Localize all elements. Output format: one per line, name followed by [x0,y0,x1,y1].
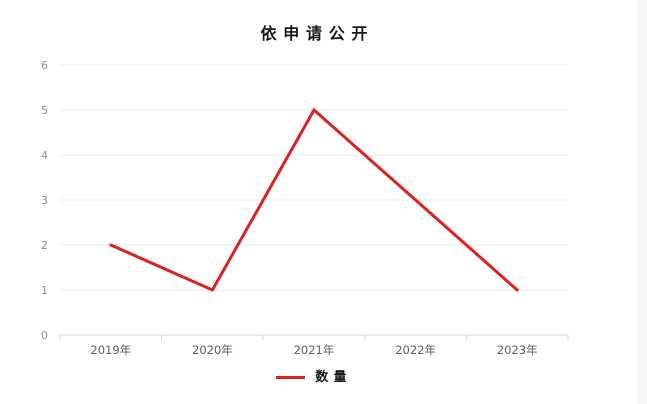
svg-text:3: 3 [41,194,48,207]
y-axis-labels: 0 1 2 3 4 5 6 [41,59,48,342]
legend[interactable]: 数量 [0,371,628,384]
legend-line-marker [276,376,306,379]
legend-series-label: 数量 [315,370,352,385]
svg-text:2: 2 [41,239,48,252]
gridlines [60,64,568,336]
x-axis-ticks [59,335,569,340]
svg-text:4: 4 [41,149,48,162]
svg-text:2019年: 2019年 [90,343,131,357]
svg-text:0: 0 [41,329,48,342]
svg-text:2022年: 2022年 [395,343,436,357]
svg-text:2020年: 2020年 [192,343,233,357]
chart-title: 依申请公开 [260,24,375,43]
svg-text:5: 5 [41,104,48,117]
svg-text:2023年: 2023年 [497,343,538,357]
svg-text:1: 1 [41,284,48,297]
series-line-数量 [109,107,519,292]
svg-text:6: 6 [41,59,48,72]
svg-text:2021年: 2021年 [294,343,335,357]
x-axis-labels: 2019年 2020年 2021年 2022年 2023年 [90,343,537,357]
